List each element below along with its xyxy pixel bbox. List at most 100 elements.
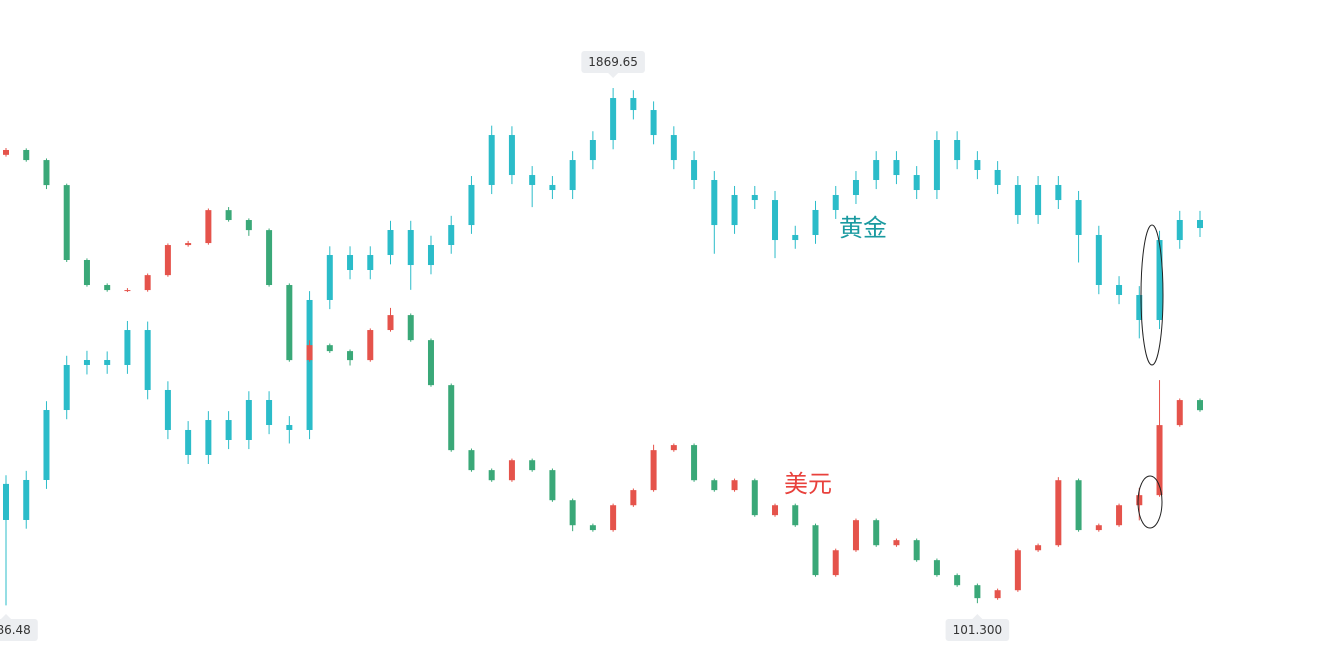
candle-body bbox=[792, 234, 799, 241]
candle-body bbox=[225, 420, 232, 440]
candle-body bbox=[83, 360, 90, 365]
candle-body bbox=[245, 220, 252, 231]
candles bbox=[3, 88, 1203, 606]
candle-body bbox=[1176, 400, 1183, 426]
candle-body bbox=[1055, 480, 1062, 546]
candle-body bbox=[164, 245, 171, 276]
candle-body bbox=[589, 525, 596, 531]
candle-body bbox=[367, 330, 374, 361]
candle-body bbox=[974, 160, 981, 170]
candle-body bbox=[792, 505, 799, 526]
candle-body bbox=[1156, 240, 1163, 321]
candle-body bbox=[691, 445, 698, 481]
candle-body bbox=[266, 400, 273, 426]
value-tag-pointer bbox=[972, 614, 983, 619]
candle-body bbox=[630, 98, 637, 111]
candle-body bbox=[670, 445, 677, 451]
candle-body bbox=[852, 520, 859, 551]
value-tag-pointer bbox=[1, 614, 11, 619]
candle-body bbox=[893, 160, 900, 176]
candle-body bbox=[508, 135, 515, 176]
candle-body bbox=[529, 460, 536, 471]
candle-body bbox=[508, 460, 515, 481]
candle-body bbox=[306, 299, 313, 430]
highlight-ellipse bbox=[1140, 224, 1164, 366]
candle-body bbox=[286, 285, 293, 361]
candle-body bbox=[933, 560, 940, 576]
candle-body bbox=[933, 140, 940, 191]
value-tag: 1869.65 bbox=[581, 51, 645, 79]
candle-body bbox=[387, 315, 394, 331]
candle-body bbox=[994, 590, 1001, 599]
candle-body bbox=[711, 180, 718, 226]
value-tag-box bbox=[945, 619, 1010, 641]
candle-body bbox=[1095, 525, 1102, 531]
candle-body bbox=[1035, 184, 1042, 216]
candle-body bbox=[589, 140, 596, 161]
candle-body bbox=[751, 480, 758, 516]
candle-body bbox=[873, 520, 880, 546]
candle-body bbox=[266, 230, 273, 286]
candle-body bbox=[488, 135, 495, 185]
candle-body bbox=[610, 98, 617, 141]
candle-body bbox=[185, 243, 192, 246]
candle-body bbox=[731, 480, 738, 491]
candle-body bbox=[1116, 284, 1123, 296]
value-tag-text: 1786.48 bbox=[0, 623, 31, 637]
candle-body bbox=[407, 230, 414, 266]
candle-body bbox=[812, 209, 819, 235]
candle-body bbox=[994, 169, 1001, 185]
candle-body bbox=[205, 210, 212, 244]
candle-body bbox=[812, 525, 819, 576]
series-label: 黄金 bbox=[839, 214, 887, 242]
candle-body bbox=[731, 194, 738, 226]
candle-body bbox=[751, 194, 758, 201]
candle-body bbox=[1136, 295, 1143, 321]
candle-body bbox=[1156, 425, 1163, 496]
candle-body bbox=[772, 505, 779, 516]
candle-body bbox=[387, 230, 394, 256]
candle-body bbox=[549, 470, 556, 501]
candle-body bbox=[630, 490, 637, 506]
candle-body bbox=[63, 364, 70, 411]
candle-body bbox=[427, 340, 434, 386]
candle-body bbox=[1197, 219, 1203, 229]
candle-body bbox=[1035, 545, 1042, 551]
candle-body bbox=[205, 420, 212, 455]
candle-body bbox=[367, 255, 374, 271]
candle-body bbox=[549, 184, 556, 191]
candle-body bbox=[1075, 200, 1082, 235]
candle-body bbox=[488, 470, 495, 481]
value-tag-box bbox=[581, 51, 645, 74]
candle-body bbox=[144, 275, 151, 291]
candle-body bbox=[610, 505, 617, 531]
candle-body bbox=[347, 351, 354, 361]
candle-body bbox=[832, 194, 839, 210]
candle-body bbox=[852, 180, 859, 195]
candle-body bbox=[1075, 480, 1082, 531]
candle-body bbox=[63, 185, 70, 260]
candle-body bbox=[23, 479, 30, 520]
series-label: 美元 bbox=[784, 470, 832, 498]
candle-body bbox=[3, 483, 9, 520]
candle-body bbox=[1055, 184, 1062, 201]
candle-body bbox=[569, 500, 576, 526]
candle-body bbox=[1014, 184, 1021, 216]
candle-body bbox=[3, 149, 9, 155]
candle-body bbox=[104, 360, 111, 365]
candle-body bbox=[873, 160, 880, 181]
candle-body bbox=[448, 225, 455, 246]
candle-body bbox=[164, 389, 171, 430]
candle-body bbox=[427, 245, 434, 266]
candle-body bbox=[1095, 234, 1102, 285]
value-tag-pointer bbox=[608, 73, 619, 79]
value-tag-text: 1869.65 bbox=[588, 55, 638, 69]
value-tag-text: 101.300 bbox=[953, 623, 1003, 637]
highlight-ellipse bbox=[1137, 475, 1163, 529]
candle-body bbox=[1136, 495, 1143, 506]
candle-body bbox=[913, 175, 920, 191]
candle-body bbox=[124, 290, 131, 292]
